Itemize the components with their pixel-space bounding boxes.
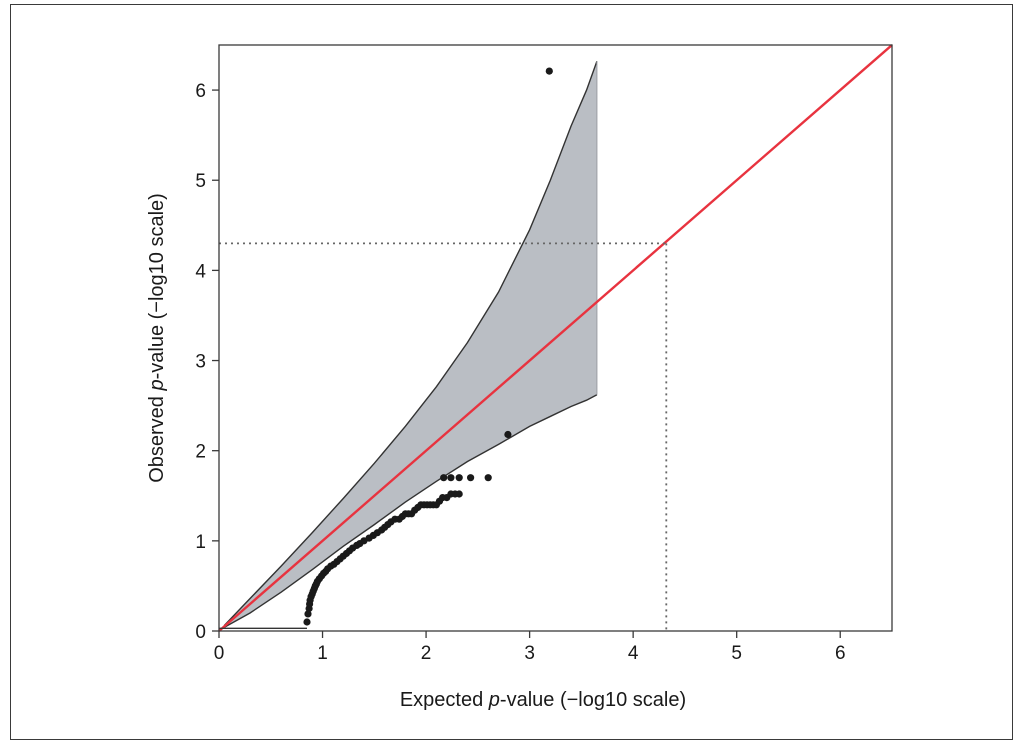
y-axis-ticks: 0 1 2 3 4 5 6 [195,81,219,643]
x-axis-label: Expected p-value (−log10 scale) [400,689,686,711]
y-tick-label: 3 [195,352,206,373]
y-tick-label: 4 [195,261,206,282]
expected-line-layer [218,44,893,632]
expected-line [218,44,893,632]
data-point [455,490,463,498]
y-axis-label: Observed p-value (−log10 scale) [146,193,168,483]
x-tick-label: 1 [317,643,328,664]
qq-plot: 0 1 2 3 4 5 6 0 1 2 3 4 5 6 Expected p-value (−log10… [146,44,893,711]
x-tick-label: 4 [628,643,639,664]
confidence-band [224,61,597,628]
data-point [467,474,475,482]
figure-frame: 0 1 2 3 4 5 6 0 1 2 3 4 5 6 Expected p-value (−log10… [10,4,1013,740]
data-point [504,430,512,439]
plot-border [218,44,893,632]
confidence-band-layer [223,60,598,629]
x-tick-label: 3 [524,643,535,664]
x-tick-label: 2 [421,643,432,664]
threshold-layer [219,242,668,631]
y-tick-label: 2 [195,442,206,463]
data-point [455,474,463,482]
y-tick-label: 1 [195,532,206,553]
x-tick-label: 5 [731,643,742,664]
points-layer [303,67,553,626]
y-tick-label: 0 [195,622,206,643]
band-lower-line [223,394,598,629]
data-point [545,67,553,75]
band-upper-line [223,60,598,627]
x-axis-ticks: 0 1 2 3 4 5 6 [214,631,846,664]
y-tick-label: 5 [195,171,206,192]
data-point [304,610,312,618]
data-point [303,618,311,626]
data-point [447,474,455,482]
data-point [484,474,492,482]
axes [218,44,893,632]
data-point [440,474,448,482]
x-tick-label: 6 [835,643,846,664]
x-tick-label: 0 [214,643,225,664]
y-tick-label: 6 [195,81,206,102]
